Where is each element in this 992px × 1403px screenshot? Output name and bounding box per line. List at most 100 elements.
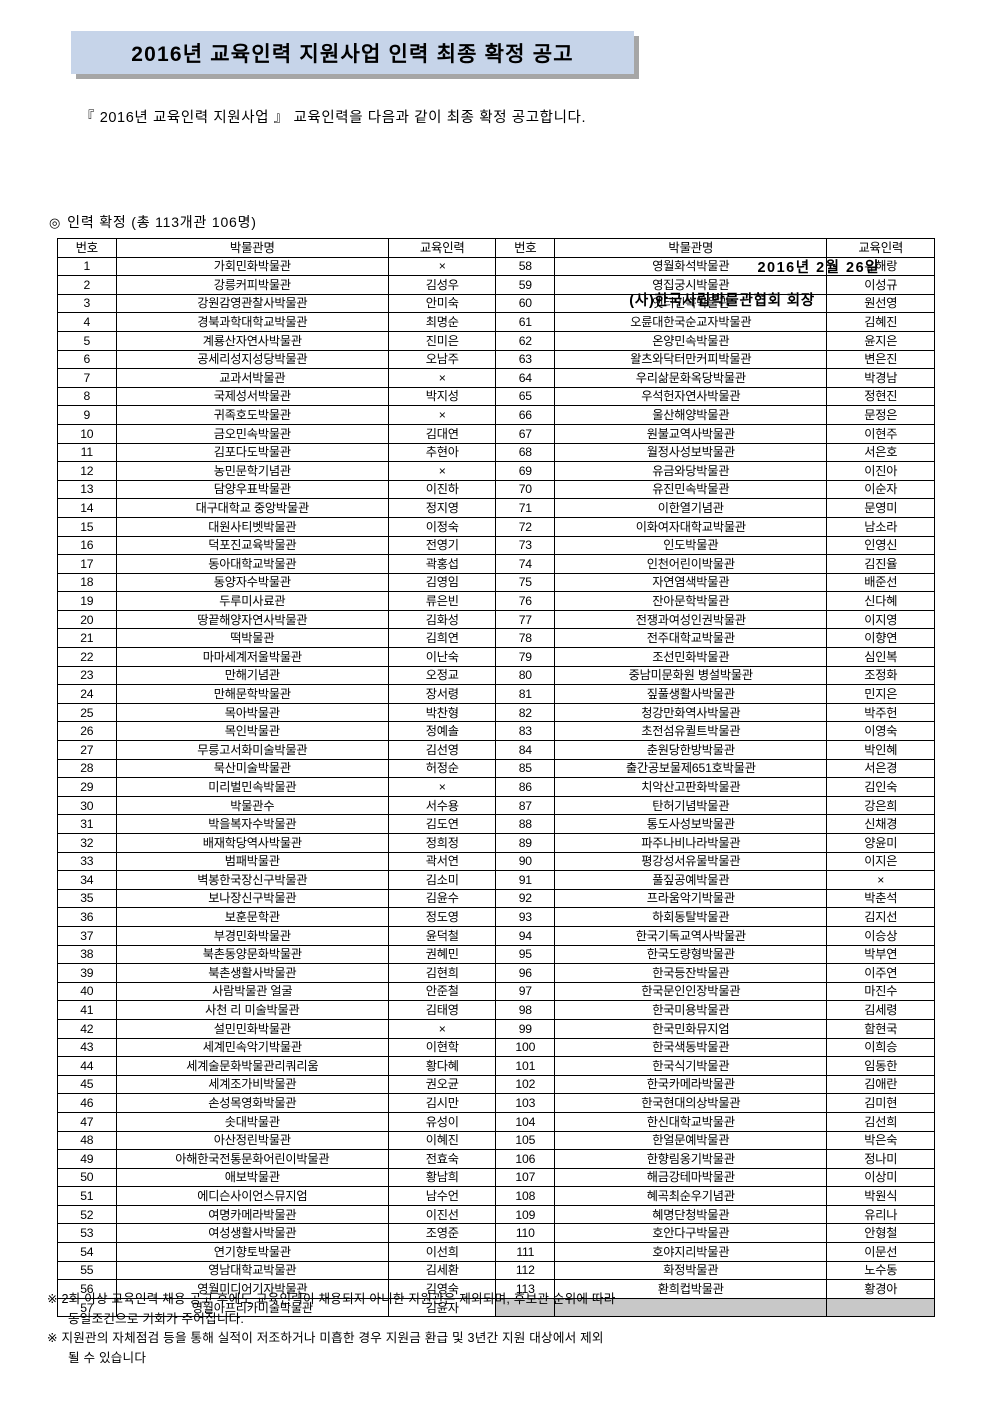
museum-name: 영남대학교박물관 (115, 1260, 390, 1281)
table-row: 17 동아대학교박물관 곽홍섭 74 인천어린이박물관 김진율 (57, 554, 935, 574)
staff-name: 이승상 (826, 925, 935, 946)
table-row: 21 떡박물관 김희연 78 전주대학교박물관 이향연 (57, 628, 935, 649)
table-row: 20 땅끝해양자연사박물관 김화성 77 전쟁과여성인권박물관 이지영 (57, 609, 935, 630)
row-number: 90 (495, 851, 556, 872)
footnote-continuation: 될 수 있습니다 (68, 1350, 147, 1365)
row-number: 21 (57, 628, 117, 649)
table-row: 15 대원사티벳박물관 이정숙 72 이화여자대학교박물관 남소라 (57, 516, 935, 537)
museum-name: 무릉고서화미술박물관 (115, 740, 390, 760)
staff-name: 김태영 (387, 1000, 497, 1020)
table-row: 38 북촌동양문화박물관 권혜민 95 한국도량형박물관 박부연 (57, 944, 935, 965)
museum-name: 범패박물관 (115, 851, 390, 872)
staff-name: 박춘석 (826, 888, 935, 909)
museum-name: 한얼문예박물관 (554, 1130, 828, 1151)
museum-name: 인도박물관 (554, 535, 828, 556)
staff-name: 이주연 (826, 963, 935, 983)
museum-name: 프라움악기박물관 (554, 888, 828, 909)
staff-name: 김세환 (387, 1260, 497, 1281)
row-number: 99 (495, 1018, 556, 1039)
row-number: 83 (495, 721, 556, 742)
row-number: 7 (57, 368, 117, 388)
museum-name: 배재학당역사박물관 (115, 833, 390, 853)
staff-name: 이정숙 (387, 516, 497, 537)
row-number: 16 (57, 535, 117, 556)
table-row: 12 농민문학기념관 × 69 유금와당박물관 이진아 (57, 461, 935, 481)
museum-name: 귀족호도박물관 (115, 405, 390, 425)
staff-name: 노수동 (826, 1260, 935, 1281)
table-row: 55 영남대학교박물관 김세환 112 화정박물관 노수동 (57, 1260, 935, 1281)
staff-name: 김소미 (387, 870, 497, 890)
museum-name: 우리삶문화옥당박물관 (554, 368, 828, 388)
row-number: 109 (495, 1204, 556, 1225)
table-row: 37 부경민화박물관 윤덕철 94 한국기독교역사박물관 이승상 (57, 925, 935, 946)
museum-name: 미리벌민속박물관 (115, 777, 390, 797)
table-row: 46 손성목영화박물관 김시만 103 한국현대의상박물관 김미현 (57, 1093, 935, 1113)
staff-name: 박지성 (387, 386, 497, 407)
museum-name: 중남미문화원 병설박물관 (554, 665, 828, 686)
table-row: 26 목인박물관 정예솔 83 초전섬유퀼트박물관 이영숙 (57, 721, 935, 742)
museum-name: 한국카메라박물관 (554, 1074, 828, 1095)
museum-name: 동아대학교박물관 (115, 554, 390, 574)
staff-name: 이선희 (387, 1242, 497, 1262)
museum-name: 마마세계저울박물관 (115, 647, 390, 667)
row-number: 45 (57, 1074, 117, 1095)
table-column-header: 교육인력 (387, 238, 497, 258)
staff-name: 박찬형 (387, 702, 497, 723)
row-number: 108 (495, 1186, 556, 1206)
staff-name: 이향연 (826, 628, 935, 649)
museum-name: 자연염색박물관 (554, 572, 828, 593)
table-column-header: 번호 (495, 238, 556, 258)
title-banner: 2016년 교육인력 지원사업 인력 최종 확정 공고 (71, 31, 639, 79)
staff-name: 김선희 (826, 1111, 935, 1132)
museum-name: 유금와당박물관 (554, 461, 828, 481)
staff-name: 김화성 (387, 609, 497, 630)
museum-name: 원불교역사박물관 (554, 423, 828, 444)
museum-name: 떡박물관 (115, 628, 390, 649)
staff-name: 남수언 (387, 1186, 497, 1206)
museum-name: 벽봉한국장신구박물관 (115, 870, 390, 890)
staff-name: × (387, 368, 497, 388)
staff-name: 박원식 (826, 1186, 935, 1206)
row-number: 14 (57, 498, 117, 518)
staff-name: 서은호 (826, 442, 935, 463)
museum-name: 청강만화역사박물관 (554, 702, 828, 723)
staff-name: 황남희 (387, 1167, 497, 1188)
museum-name: 짚풀생활사박물관 (554, 684, 828, 704)
museum-name: 울산해양박물관 (554, 405, 828, 425)
staff-name: 김세령 (826, 1000, 935, 1020)
staff-name: 문정은 (826, 405, 935, 425)
row-number: 49 (57, 1149, 117, 1169)
row-number: 80 (495, 665, 556, 686)
row-number: 47 (57, 1111, 117, 1132)
row-number: 105 (495, 1130, 556, 1151)
row-number: 85 (495, 758, 556, 779)
museum-name: 혜곡최순우기념관 (554, 1186, 828, 1206)
museum-name: 월정사성보박물관 (554, 442, 828, 463)
row-number: 72 (495, 516, 556, 537)
staff-name: 양윤미 (826, 833, 935, 853)
staff-name: 김선영 (387, 740, 497, 760)
row-number: 23 (57, 665, 117, 686)
row-number (495, 1297, 556, 1318)
row-number: 73 (495, 535, 556, 556)
staff-name: 이순자 (826, 479, 935, 500)
row-number: 75 (495, 572, 556, 593)
museum-name: 한향림옹기박물관 (554, 1149, 828, 1169)
staff-name: 유리나 (826, 1204, 935, 1225)
staff-name: 김지선 (826, 907, 935, 927)
row-number: 68 (495, 442, 556, 463)
staff-name: × (826, 870, 935, 890)
staff-name: 유성이 (387, 1111, 497, 1132)
row-number: 37 (57, 925, 117, 946)
museum-name: 해금강테마박물관 (554, 1167, 828, 1188)
row-number: 61 (495, 312, 556, 332)
museum-name: 파주나비나라박물관 (554, 833, 828, 853)
table-row: 27 무릉고서화미술박물관 김선영 84 춘원당한방박물관 박인혜 (57, 740, 935, 760)
staff-name: 박경남 (826, 368, 935, 388)
table-column-header: 번호 (57, 238, 117, 258)
staff-name: 마진수 (826, 981, 935, 1002)
staff-name: 박주헌 (826, 702, 935, 723)
table-row: 23 만해기념관 오정교 80 중남미문화원 병설박물관 조정화 (57, 665, 935, 686)
table-row: 11 김포다도박물관 추현아 68 월정사성보박물관 서은호 (57, 442, 935, 463)
